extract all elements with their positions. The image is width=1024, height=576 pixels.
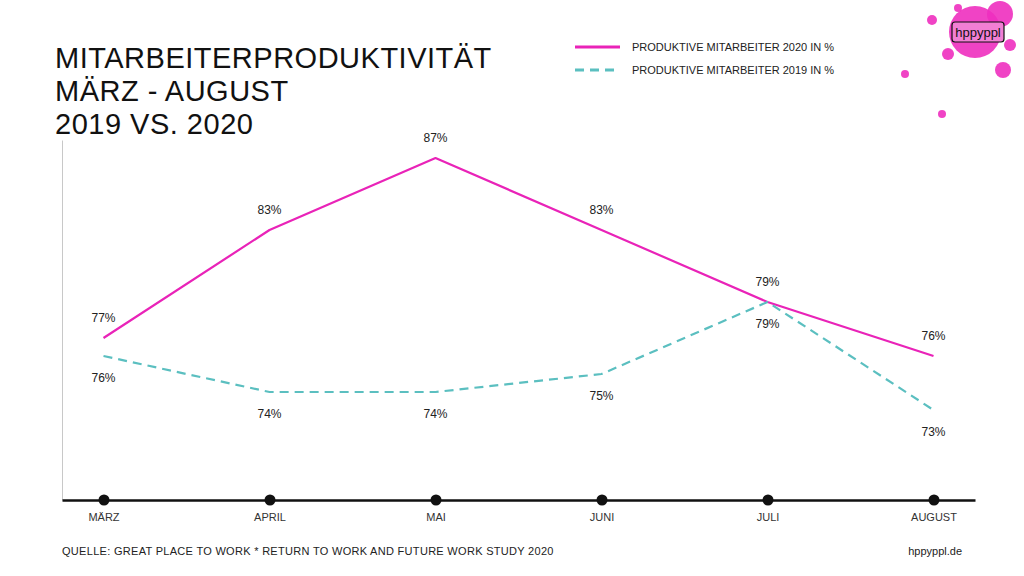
legend-label: PRODUKTIVE MITARBEITER 2019 IN % <box>632 64 834 76</box>
source: QUELLE: GREAT PLACE TO WORK * RETURN TO … <box>62 545 554 557</box>
legend-swatch <box>575 46 620 49</box>
x-tick-label: MAI <box>426 511 446 523</box>
data-label: 76% <box>921 329 945 343</box>
data-label: 87% <box>423 131 447 145</box>
x-tick-label: APRIL <box>254 511 286 523</box>
data-label: 74% <box>423 407 447 421</box>
x-tick-dot <box>99 495 110 506</box>
x-tick-dot <box>431 495 442 506</box>
data-label: 73% <box>921 425 945 439</box>
x-tick: MAI <box>426 495 446 523</box>
splash-blob <box>901 70 909 78</box>
data-label: 83% <box>589 203 613 217</box>
x-tick: APRIL <box>254 495 286 523</box>
y-axis <box>62 141 63 501</box>
splash-blob <box>995 62 1011 78</box>
x-tick-dot <box>929 495 940 506</box>
legend-swatch <box>575 69 620 72</box>
series-line <box>104 302 934 410</box>
title-line: 2019 VS. 2020 <box>55 108 253 140</box>
title-line: MÄRZ - AUGUST <box>55 75 289 107</box>
x-tick-label: AUGUST <box>911 511 957 523</box>
data-labels: 77% 83% 87% 83% 79% 76% 76% 74% 74% 75% 79% 73% <box>91 131 945 439</box>
splash-blob <box>927 15 937 25</box>
plot-marks <box>104 158 934 410</box>
data-label: 79% <box>755 317 779 331</box>
x-tick-label: JUNI <box>590 511 614 523</box>
x-tick: JULI <box>757 495 780 523</box>
x-tick: MÄRZ <box>88 495 119 523</box>
data-label: 75% <box>589 389 613 403</box>
logo-text: hppyppl <box>955 25 1001 40</box>
x-axis-line <box>63 499 976 502</box>
legend: PRODUKTIVE MITARBEITER 2020 IN % PRODUKTI… <box>575 41 834 76</box>
data-label: 83% <box>257 203 281 217</box>
x-tick-dot <box>763 495 774 506</box>
x-tick: JUNI <box>590 495 614 523</box>
x-tick: AUGUST <box>911 495 957 523</box>
splash-blob <box>942 48 954 60</box>
title: MITARBEITERPRODUKTIVITÄTMÄRZ - AUGUST201… <box>55 42 492 140</box>
data-label: 79% <box>755 275 779 289</box>
data-label: 77% <box>91 311 115 325</box>
data-label: 74% <box>257 407 281 421</box>
logo: hppyppl <box>952 22 1004 42</box>
title-line: MITARBEITERPRODUKTIVITÄT <box>55 42 492 74</box>
splash-blob <box>1004 39 1016 51</box>
logo-frame <box>952 22 1004 42</box>
splash-blob <box>938 110 946 118</box>
x-tick-label: MÄRZ <box>88 511 119 523</box>
splash-blob <box>954 4 962 12</box>
series-line <box>104 158 934 356</box>
x-axis: MÄRZ APRIL MAI JUNI JULI AUGUST <box>63 495 976 523</box>
y-axis-line <box>62 141 63 501</box>
x-tick-dot <box>597 495 608 506</box>
data-label: 76% <box>91 371 115 385</box>
website: hppyppl.de <box>908 545 962 557</box>
x-tick-dot <box>265 495 276 506</box>
legend-label: PRODUKTIVE MITARBEITER 2020 IN % <box>632 41 834 53</box>
chart: hppyppl MITARBEITERPRODUKTIVITÄTMÄRZ - AU… <box>0 0 1024 576</box>
x-tick-label: JULI <box>757 511 780 523</box>
logo-splash <box>901 1 1016 118</box>
